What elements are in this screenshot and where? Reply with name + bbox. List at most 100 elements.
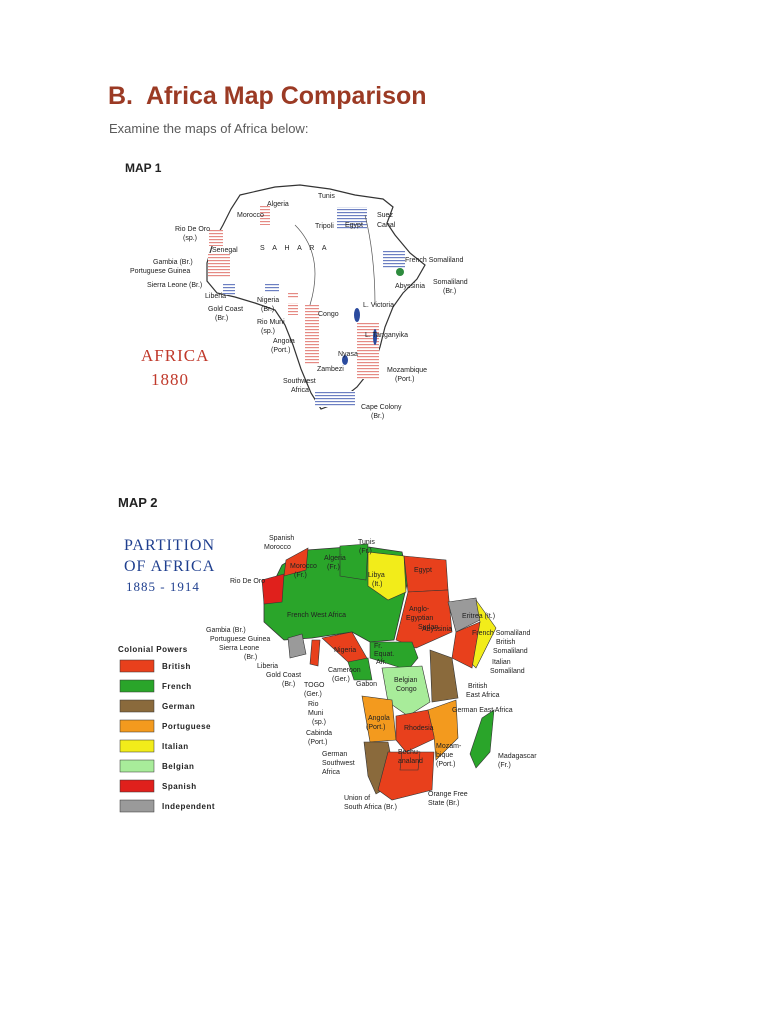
place-label: Anglo- xyxy=(409,606,430,613)
place-label: Gambia (Br.) xyxy=(153,259,193,266)
place-label: Italian xyxy=(492,659,511,666)
place-label: (Fr.) xyxy=(359,548,372,555)
place-label: Algeria xyxy=(324,555,346,562)
place-label: Somaliland xyxy=(433,279,468,286)
place-label: Morocco xyxy=(290,563,317,570)
legend: Colonial Powers British French German Po… xyxy=(118,645,215,813)
place-label: Union of xyxy=(344,795,370,802)
place-label: Cameroon xyxy=(328,667,361,674)
region-bechuanaland xyxy=(399,751,421,771)
place-label: British xyxy=(468,683,488,690)
place-label: Congo xyxy=(396,686,417,693)
place-label: Liberia xyxy=(205,293,226,300)
place-label: bique xyxy=(436,752,453,759)
place-label: Madagascar xyxy=(498,753,537,760)
legend-label: Portuguese xyxy=(162,722,211,731)
place-label: Gold Coast xyxy=(266,672,301,679)
cape-colony-stripes xyxy=(315,391,355,407)
place-label: Gold Coast xyxy=(208,306,243,313)
map-2-title-line3: 1885 - 1914 xyxy=(126,579,200,594)
place-label: French West Africa xyxy=(287,612,346,619)
place-label: (Br.) xyxy=(215,315,228,322)
place-label: South Africa (Br.) xyxy=(344,804,397,811)
gold-coast-stripes xyxy=(288,292,298,298)
place-label: (It.) xyxy=(372,581,383,588)
place-label: East Africa xyxy=(466,692,500,699)
place-label: Rhodesia xyxy=(404,725,434,732)
liberia-stripes xyxy=(223,283,235,295)
place-label: Tunis xyxy=(358,539,375,546)
place-label: (sp.) xyxy=(312,719,326,726)
place-label: analand xyxy=(398,758,423,765)
place-label: Nigeria xyxy=(257,297,279,304)
place-label: Portuguese Guinea xyxy=(130,268,190,275)
place-label: (Ger.) xyxy=(332,676,350,683)
legend-label: Belgian xyxy=(162,762,194,771)
place-label: Muni xyxy=(308,710,324,717)
rio-muni-stripes xyxy=(288,303,298,315)
legend-swatch-spanish xyxy=(119,779,155,793)
place-label: TOGO xyxy=(304,682,325,689)
place-label: Gabon xyxy=(356,681,377,688)
place-label: Somaliland xyxy=(490,668,525,675)
place-label: Tunis xyxy=(318,193,335,200)
legend-swatch-british xyxy=(119,659,155,673)
map-2-title-line1: PARTITION xyxy=(124,537,215,554)
french-somaliland-marker xyxy=(396,268,404,276)
place-label: Spanish xyxy=(269,535,294,542)
place-label: Gambia (Br.) xyxy=(206,627,246,634)
somaliland-stripes xyxy=(383,250,405,268)
legend-label: Italian xyxy=(162,742,189,751)
place-label: Egypt xyxy=(345,222,363,229)
place-label: German xyxy=(322,751,347,758)
place-label: Morocco xyxy=(264,544,291,551)
intro-text: Examine the maps of Africa below: xyxy=(109,121,309,136)
place-label: Liberia xyxy=(257,663,278,670)
place-label: Southwest xyxy=(283,378,316,385)
place-label: (Br.) xyxy=(443,288,456,295)
legend-swatch-portuguese xyxy=(119,719,155,733)
place-label: Canal xyxy=(377,222,396,229)
place-label: Bechu- xyxy=(398,749,421,756)
place-label: German East Africa xyxy=(452,707,513,714)
place-label: Sudan xyxy=(418,624,438,631)
place-label: (Ger.) xyxy=(304,691,322,698)
map-1-caption-year: 1880 xyxy=(151,370,189,389)
place-label: (Br.) xyxy=(371,413,384,420)
place-label: Libya xyxy=(368,572,385,579)
legend-swatch-german xyxy=(119,699,155,713)
place-label: Southwest xyxy=(322,760,355,767)
place-label: Orange Free xyxy=(428,791,468,798)
place-label: Suez xyxy=(377,212,393,219)
place-label: Rio xyxy=(308,701,319,708)
legend-swatch-french xyxy=(119,679,155,693)
legend-label: British xyxy=(162,662,191,671)
algeria-stripes xyxy=(260,205,270,225)
region-union-of-south-africa xyxy=(377,751,435,801)
place-label: Angola xyxy=(368,715,390,722)
region-madagascar xyxy=(469,709,495,769)
place-label: Senegal xyxy=(212,247,238,254)
place-label: Somaliland xyxy=(493,648,528,655)
place-label: Cape Colony xyxy=(361,404,402,411)
place-label: Abyssinia xyxy=(422,626,452,633)
nigeria-stripes xyxy=(265,283,279,293)
place-label: (sp.) xyxy=(261,328,275,335)
region-morocco xyxy=(283,547,309,577)
place-label: Cabinda xyxy=(306,730,332,737)
place-label: (Br.) xyxy=(244,654,257,661)
section-heading: B. Africa Map Comparison xyxy=(108,82,427,111)
region-german-east-africa xyxy=(429,649,459,703)
place-label: Portuguese Guinea xyxy=(210,636,270,643)
place-label: (Port.) xyxy=(271,347,290,354)
place-label: Africa xyxy=(322,769,340,776)
legend-title: Colonial Powers xyxy=(118,645,188,654)
place-label: Rio De Oro xyxy=(175,226,210,233)
legend-swatch-independent xyxy=(119,799,155,813)
place-label: (Br.) xyxy=(261,306,274,313)
region-libya xyxy=(367,551,407,601)
place-label: Angola xyxy=(273,338,295,345)
place-label: Africa xyxy=(291,387,309,394)
map-2-partition-of-africa: MAP 2 PARTITION OF AFRICA 1885 - 1914 Sp… xyxy=(118,495,537,813)
region-belgian-congo xyxy=(381,665,431,717)
